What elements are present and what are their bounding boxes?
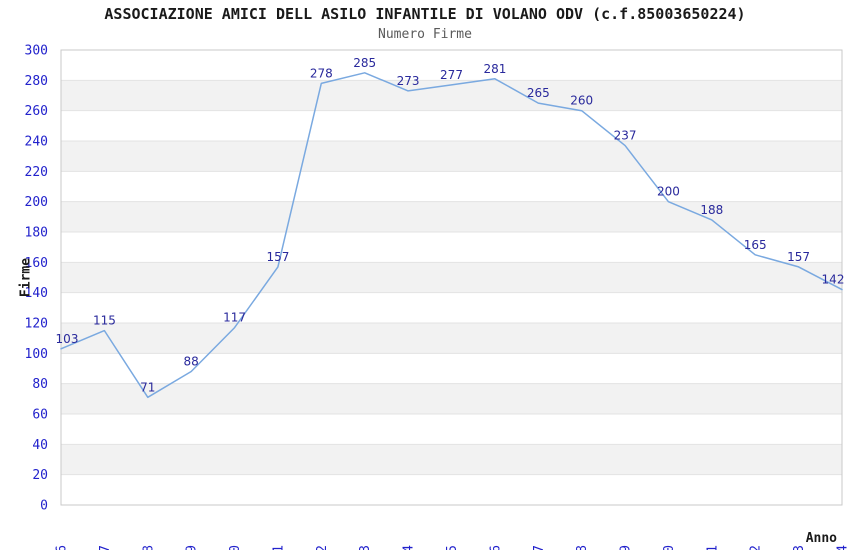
point-label: 237 <box>614 129 637 143</box>
point-label: 157 <box>266 250 289 264</box>
y-tick-label: 40 <box>32 438 48 453</box>
plot-band <box>61 201 842 232</box>
point-label: 71 <box>140 380 155 394</box>
x-tick-label: 2017 <box>532 545 547 550</box>
point-label: 260 <box>570 94 593 108</box>
x-tick-label: 2023 <box>792 545 807 550</box>
x-axis-title: Anno <box>805 531 837 546</box>
point-label: 278 <box>310 66 333 80</box>
y-tick-label: 20 <box>32 468 48 483</box>
x-tick-label: 2022 <box>749 545 764 550</box>
x-tick-label: 2006 <box>55 545 70 550</box>
y-tick-label: 260 <box>25 104 48 119</box>
y-tick-label: 180 <box>25 226 48 241</box>
x-tick-label: 2007 <box>98 545 113 550</box>
x-tick-label: 2016 <box>488 545 503 550</box>
y-tick-label: 160 <box>25 256 48 271</box>
x-tick-label: 2021 <box>705 545 720 550</box>
y-tick-label: 280 <box>25 74 48 89</box>
point-label: 142 <box>822 273 845 287</box>
point-label: 165 <box>744 238 767 252</box>
y-tick-label: 120 <box>25 317 48 332</box>
point-label: 88 <box>184 355 199 369</box>
y-tick-label: 140 <box>25 286 48 301</box>
plot-band <box>61 141 842 172</box>
data-line <box>60 72 843 399</box>
y-tick-label: 100 <box>25 347 48 362</box>
y-tick-label: 300 <box>25 44 48 59</box>
point-label: 281 <box>483 62 506 76</box>
point-label: 117 <box>223 311 246 325</box>
point-label: 285 <box>353 56 376 70</box>
point-label: 188 <box>700 203 723 217</box>
x-tick-label: 2009 <box>185 545 200 550</box>
x-tick-label: 2019 <box>619 545 634 550</box>
x-tick-label: 2011 <box>271 545 286 550</box>
y-axis-title: Firme <box>18 257 34 298</box>
point-label: 157 <box>787 250 810 264</box>
x-tick-label: 2010 <box>228 545 243 550</box>
x-tick-label: 2018 <box>575 545 590 550</box>
y-tick-label: 220 <box>25 165 48 180</box>
y-tick-label: 0 <box>40 499 48 514</box>
point-label: 265 <box>527 86 550 100</box>
y-tick-label: 240 <box>25 135 48 150</box>
point-label: 200 <box>657 185 680 199</box>
y-tick-label: 80 <box>32 377 48 392</box>
point-label: 277 <box>440 68 463 82</box>
x-tick-label: 2012 <box>315 545 330 550</box>
plot-band <box>61 383 842 414</box>
chart-title: ASSOCIAZIONE AMICI DELL ASILO INFANTILE … <box>104 5 746 23</box>
point-label: 103 <box>56 332 79 346</box>
plot-border <box>60 49 843 506</box>
y-tick-label: 200 <box>25 195 48 210</box>
plot-band <box>61 323 842 354</box>
x-tick-label: 2015 <box>445 545 460 550</box>
y-tick-label: 60 <box>32 408 48 423</box>
point-label: 273 <box>397 74 420 88</box>
x-tick-label: 2013 <box>358 545 373 550</box>
x-tick-label: 2008 <box>141 545 156 550</box>
point-label: 115 <box>93 314 116 328</box>
chart-subtitle: Numero Firme <box>378 27 472 42</box>
plot-band <box>61 262 842 293</box>
plot-band <box>61 444 842 475</box>
